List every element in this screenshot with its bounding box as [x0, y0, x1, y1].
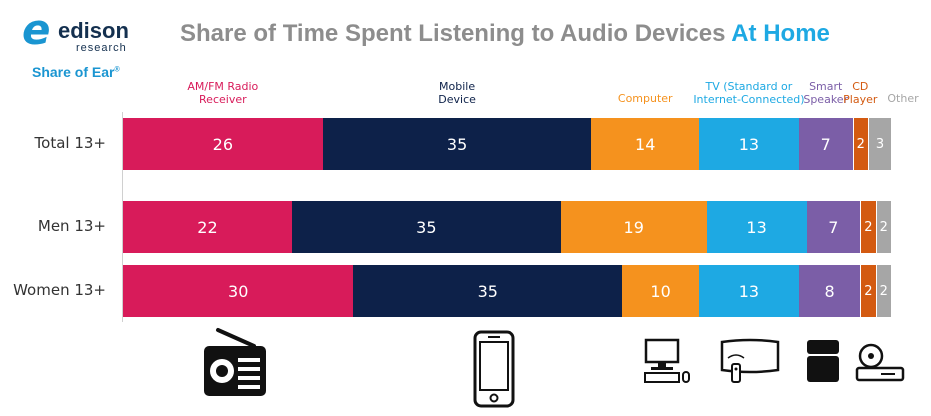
bar-segment: 10	[622, 265, 699, 317]
data-label: 2	[879, 283, 888, 299]
data-label: 3	[875, 136, 885, 152]
data-label: 2	[864, 283, 873, 299]
legend-label-line: Mobile	[439, 80, 476, 93]
bar-segment: 8	[798, 265, 861, 317]
bar-segment: 35	[353, 265, 623, 317]
data-label: 13	[746, 217, 767, 237]
edison-research-logo: e edison research Share of Ear®	[14, 8, 164, 88]
legend-label-line: Player	[843, 93, 878, 106]
legend-label-line: Internet-Connected)	[693, 93, 805, 106]
data-label: 2	[864, 219, 873, 235]
legend-label-5: CD Player	[800, 80, 920, 106]
legend-label-line: CD	[852, 80, 869, 93]
logo-sub: research	[76, 42, 127, 54]
logo-e-mark: e	[22, 5, 51, 54]
data-label: 7	[820, 134, 831, 154]
mobile-phone-icon	[473, 330, 515, 408]
data-label: 8	[824, 281, 835, 301]
bar-segment: 22	[123, 201, 292, 253]
bar-segment: 35	[291, 201, 561, 253]
row-label: Total 13+	[34, 134, 106, 152]
legend-label-line: AM/FM Radio	[187, 80, 259, 93]
radio-icon	[204, 328, 266, 396]
legend-label-line: Device	[438, 93, 476, 106]
legend-label-4: Smart Speaker	[766, 80, 886, 106]
data-label: 14	[635, 134, 656, 154]
data-label: 10	[650, 281, 671, 301]
data-label: 7	[828, 217, 839, 237]
data-label: 19	[623, 217, 644, 237]
bar-segment: 14	[591, 118, 699, 170]
legend-label-3: TV (Standard or Internet-Connected)	[689, 80, 809, 106]
legend-label-6: Other	[843, 92, 931, 105]
bar-segment: 35	[322, 118, 592, 170]
bar-segment: 13	[699, 118, 799, 170]
row-label: Women 13+	[13, 281, 106, 299]
logo-tagline: Share of Ear®	[32, 64, 120, 80]
data-label: 2	[879, 219, 888, 235]
bar-segment: 2	[875, 265, 891, 317]
chart-title-highlight: At Home	[731, 20, 830, 47]
bar-segment: 19	[560, 201, 707, 253]
row-label: Men 13+	[37, 217, 106, 235]
data-label: 35	[446, 134, 468, 154]
cd-player-icon	[855, 343, 905, 382]
bar-segment: 13	[706, 201, 807, 253]
bar-segment: 2	[875, 201, 891, 253]
data-label: 13	[738, 134, 760, 154]
chart-title: Share of Time Spent Listening to Audio D…	[180, 20, 830, 48]
legend-label-line: TV (Standard or	[705, 80, 793, 93]
data-label: 22	[197, 217, 218, 237]
tv-icon	[720, 338, 780, 383]
data-label: 35	[416, 217, 437, 237]
bar-segment: 30	[123, 265, 354, 317]
bar-segment: 7	[798, 118, 853, 170]
data-label: 26	[212, 134, 234, 154]
legend-label-line: Receiver	[199, 93, 247, 106]
legend-label-line: Speaker	[803, 93, 849, 106]
legend-label-line: Smart	[809, 80, 843, 93]
bar-segment: 26	[123, 118, 323, 170]
smart-speaker-icon	[807, 340, 839, 382]
bar-segment: 2	[860, 265, 876, 317]
bar-segment: 3	[867, 118, 891, 170]
data-label: 30	[228, 281, 249, 301]
legend-label-2: Computer	[585, 92, 705, 105]
bar-segment: 2	[852, 118, 868, 170]
category-axis-line	[122, 112, 123, 322]
logo-word: edison	[58, 18, 129, 43]
computer-icon	[644, 338, 690, 383]
bar-segment: 2	[860, 201, 876, 253]
legend-label-1: Mobile Device	[397, 80, 517, 106]
data-label: 13	[738, 281, 760, 301]
legend-label-line: Other	[887, 92, 919, 105]
bar-segment: 13	[699, 265, 799, 317]
bar-segment: 7	[806, 201, 861, 253]
legend-label-0: AM/FM Radio Receiver	[163, 80, 283, 106]
data-label: 2	[856, 136, 865, 152]
chart-title-main: Share of Time Spent Listening to Audio D…	[180, 20, 732, 47]
data-label: 35	[477, 281, 498, 301]
legend-label-line: Computer	[617, 92, 673, 105]
